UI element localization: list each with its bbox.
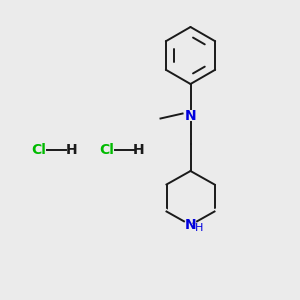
Text: H: H bbox=[195, 223, 203, 233]
Text: N: N bbox=[185, 218, 196, 232]
Text: H: H bbox=[133, 143, 145, 157]
Text: H: H bbox=[66, 143, 77, 157]
Text: Cl: Cl bbox=[32, 143, 46, 157]
Text: N: N bbox=[185, 109, 196, 122]
Text: Cl: Cl bbox=[99, 143, 114, 157]
